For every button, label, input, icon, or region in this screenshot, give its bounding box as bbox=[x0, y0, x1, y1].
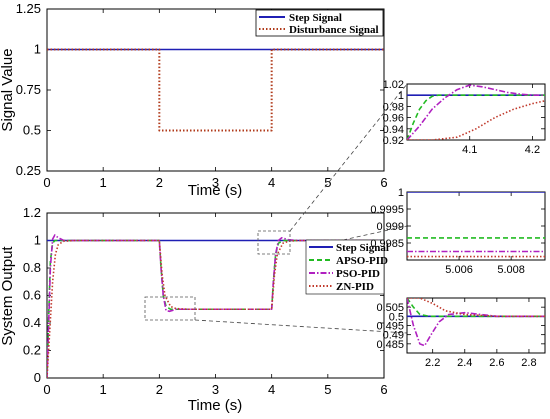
inset3-series-pso-pid bbox=[407, 298, 545, 347]
top-ytick-label: 1 bbox=[34, 42, 41, 57]
top-ytick-label: 0.5 bbox=[23, 123, 41, 138]
bottom-xtick-label: 1 bbox=[100, 382, 107, 397]
inset1-ytick-label: 0.96 bbox=[383, 113, 404, 125]
bottom-series-apso-pid bbox=[47, 239, 384, 378]
inset2-xtick-label: 5.008 bbox=[497, 264, 525, 276]
bottom-ytick-label: 0.4 bbox=[23, 315, 41, 330]
inset2-xtick-label: 5.006 bbox=[445, 264, 473, 276]
inset3-xtick-label: 2.8 bbox=[521, 357, 536, 369]
bottom-ylabel: System Output bbox=[0, 246, 16, 346]
top-legend-label-step: Step Signal bbox=[289, 12, 342, 24]
inset1-series-zn-pid bbox=[407, 100, 545, 140]
inset1-ytick-label: 0.92 bbox=[383, 135, 404, 147]
inset2-ytick-label: 0.9985 bbox=[370, 238, 404, 250]
bottom-legend-label-pso: PSO-PID bbox=[336, 268, 380, 280]
top-ytick-label: 1.25 bbox=[16, 1, 41, 16]
bottom-xtick-label: 4 bbox=[268, 382, 275, 397]
top-ytick-label: 0.25 bbox=[16, 163, 41, 178]
inset3-series-apso-pid bbox=[407, 298, 545, 318]
inset2-lines bbox=[407, 192, 545, 258]
connector-inset2 bbox=[342, 225, 408, 241]
inset1-ytick-label: 0.98 bbox=[383, 101, 404, 113]
bottom-legend: Step Signal APSO-PID PSO-PID ZN-PID bbox=[305, 239, 389, 295]
bottom-legend-box bbox=[305, 239, 385, 295]
inset1-series-pso-pid bbox=[407, 84, 545, 140]
bottom-ticks: 0 1 2 3 4 5 6 0 0.2 0.4 0.6 0.8 1 1.2 bbox=[23, 205, 388, 397]
top-panel: 0 1 2 3 4 5 6 0.25 0.5 0.75 1 1.25 Signal Value Tim… bbox=[0, 1, 388, 199]
connector-inset3 bbox=[194, 319, 408, 334]
bottom-ytick-label: 0.6 bbox=[23, 288, 41, 303]
top-legend: Step Signal Disturbance Signal bbox=[255, 9, 384, 37]
bottom-series-zn-pid bbox=[47, 239, 384, 378]
bottom-xtick-label: 5 bbox=[324, 382, 331, 397]
inset3-xtick-label: 2.2 bbox=[425, 357, 440, 369]
bottom-series-pso-pid bbox=[47, 234, 384, 378]
bottom-xlabel: Time (s) bbox=[188, 397, 242, 414]
bottom-plot-frame bbox=[46, 212, 385, 379]
zoom-box-2s bbox=[144, 296, 196, 321]
inset1-ytick-label: 0.94 bbox=[383, 124, 404, 136]
inset3-lines bbox=[407, 298, 545, 347]
connector-inset1 bbox=[289, 83, 408, 232]
zoom-box-4s bbox=[257, 230, 291, 255]
bottom-ytick-label: 0 bbox=[34, 370, 41, 385]
bottom-legend-label-zn: ZN-PID bbox=[336, 281, 374, 293]
inset2-ytick-label: 1 bbox=[398, 187, 404, 199]
inset3-frame bbox=[406, 297, 546, 354]
top-xlabel: Time (s) bbox=[188, 182, 242, 199]
inset2-ytick-label: 0.999 bbox=[376, 221, 404, 233]
bottom-panel: 0 1 2 3 4 5 6 0 0.2 0.4 0.6 0.8 1 1.2 System Output T… bbox=[0, 205, 389, 414]
top-xtick-label: 2 bbox=[156, 175, 163, 190]
inset1-ytick-label: 1.02 bbox=[383, 79, 404, 91]
inset2-ytick-label: 0.9995 bbox=[370, 204, 404, 216]
inset2-frame bbox=[406, 191, 546, 261]
bottom-ytick-label: 1.2 bbox=[23, 205, 41, 220]
bottom-ytick-label: 0.2 bbox=[23, 343, 41, 358]
top-ylabel: Signal Value bbox=[0, 48, 16, 131]
top-ytick-label: 0.75 bbox=[16, 82, 41, 97]
inset3-ytick-label: 0.495 bbox=[376, 321, 404, 333]
inset3-xtick-label: 2.4 bbox=[457, 357, 472, 369]
inset1-frame bbox=[406, 83, 546, 141]
bottom-xtick-label: 6 bbox=[380, 382, 387, 397]
top-ticks: 0 1 2 3 4 5 6 0.25 0.5 0.75 1 1.25 bbox=[16, 1, 388, 190]
top-xtick-label: 4 bbox=[268, 175, 275, 190]
inset1-ytick-label: 1 bbox=[398, 90, 404, 102]
inset1-lines bbox=[407, 84, 545, 140]
inset1-xtick-label: 4.2 bbox=[525, 144, 540, 156]
inset1-xtick-label: 4.1 bbox=[462, 144, 477, 156]
bottom-xtick-label: 2 bbox=[156, 382, 163, 397]
inset3-ytick-label: 0.485 bbox=[376, 339, 404, 351]
bottom-legend-label-step: Step Signal bbox=[336, 242, 389, 254]
top-xtick-label: 0 bbox=[43, 175, 50, 190]
top-xtick-label: 5 bbox=[324, 175, 331, 190]
top-legend-box bbox=[255, 9, 384, 37]
bottom-xtick-label: 0 bbox=[43, 382, 50, 397]
inset-2: 5.006 5.008 0.9985 0.999 0.9995 1 bbox=[370, 187, 546, 276]
inset3-ytick-label: 0.5 bbox=[389, 311, 404, 323]
top-legend-label-disturbance: Disturbance Signal bbox=[289, 24, 379, 36]
bottom-ytick-label: 1 bbox=[34, 233, 41, 248]
inset3-ytick-label: 0.49 bbox=[383, 330, 404, 342]
bottom-legend-label-apso: APSO-PID bbox=[336, 255, 388, 267]
top-series-disturbance-signal bbox=[47, 48, 384, 132]
top-xtick-label: 6 bbox=[380, 175, 387, 190]
bottom-ytick-label: 0.8 bbox=[23, 260, 41, 275]
inset3-ytick-label: 0.505 bbox=[376, 302, 404, 314]
inset3-xtick-label: 2.6 bbox=[489, 357, 504, 369]
top-xtick-label: 1 bbox=[100, 175, 107, 190]
top-xtick-label: 3 bbox=[212, 175, 219, 190]
bottom-xtick-label: 3 bbox=[212, 382, 219, 397]
top-lines bbox=[47, 48, 384, 132]
